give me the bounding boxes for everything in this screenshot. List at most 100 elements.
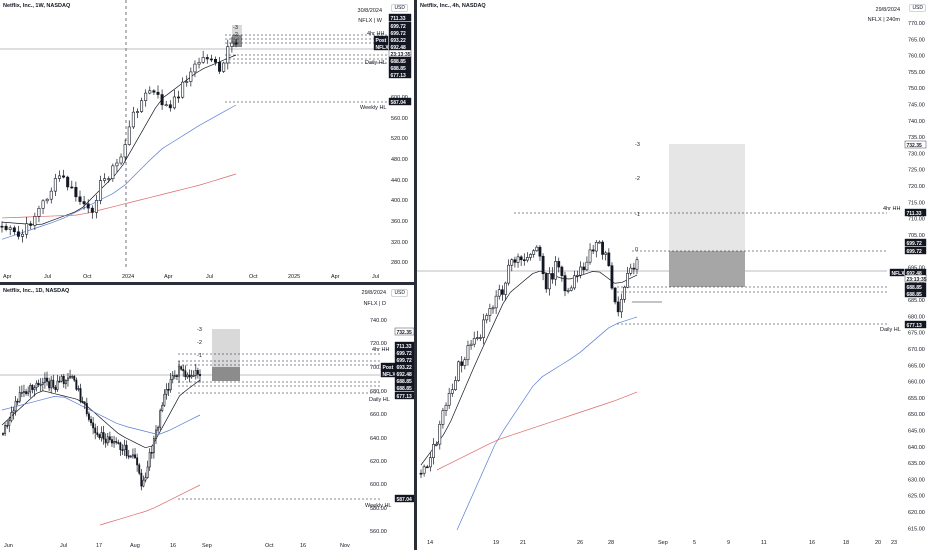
daily-target-zone bbox=[212, 329, 240, 367]
weekly-candle bbox=[57, 175, 61, 179]
h4-chart-pane[interactable]: Netflix, Inc., 4h, NASDAQ 29/8/2024 NFLX… bbox=[417, 0, 932, 550]
h4-chart-title: Netflix, Inc., 4h, NASDAQ bbox=[420, 3, 486, 9]
daily-candle bbox=[178, 366, 180, 377]
weekly-candle bbox=[99, 180, 103, 201]
daily-chart-canvas[interactable]: 740.00 720.00 700.00 680.00 660.00 640.00 620.… bbox=[0, 285, 414, 550]
h4-chart-canvas[interactable]: 770.00 765.00 760.00 755.00 750.00 745.00 740.… bbox=[417, 0, 932, 550]
h4-candle bbox=[510, 259, 514, 266]
h4-currency-button[interactable]: USD bbox=[909, 4, 926, 12]
daily-ma-short bbox=[1, 379, 201, 449]
weekly-candle bbox=[213, 58, 217, 63]
daily-candle bbox=[175, 375, 178, 377]
h4-date: 29/8/2024 bbox=[875, 7, 900, 13]
h4-candle bbox=[432, 444, 435, 458]
daily-price-tick: 640.00 bbox=[370, 436, 387, 442]
weekly-label-4hr-hh: 4hr HH bbox=[367, 31, 384, 37]
h4-level-tag: 699.72 bbox=[907, 249, 923, 255]
h4-candle bbox=[475, 337, 479, 339]
daily-fib-label: -3 bbox=[197, 327, 202, 333]
weekly-candle bbox=[197, 61, 201, 65]
h4-candle bbox=[463, 359, 467, 366]
h4-candle bbox=[563, 275, 567, 292]
daily-chart-pane[interactable]: Netflix, Inc., 1D, NASDAQ 29/8/2024 NFLX… bbox=[0, 285, 414, 550]
h4-level-tag: 711.33 bbox=[907, 211, 922, 217]
weekly-date: 30/8/2024 bbox=[357, 8, 382, 14]
daily-candle bbox=[96, 432, 99, 435]
weekly-candle bbox=[140, 100, 144, 112]
daily-candle bbox=[142, 479, 145, 487]
daily-candle bbox=[20, 392, 23, 394]
h4-fib-label: -1 bbox=[635, 212, 640, 218]
daily-time-tick: 16 bbox=[300, 543, 306, 549]
h4-price-tick: 650.00 bbox=[908, 412, 925, 418]
h4-price-tick: 630.00 bbox=[908, 477, 925, 483]
weekly-chart-pane[interactable]: Netflix, Inc., 1W, NASDAQ 30/8/2024 NFLX… bbox=[0, 0, 414, 282]
daily-candle bbox=[14, 400, 17, 412]
h4-time-tick: 23 bbox=[891, 540, 897, 546]
h4-fib-label: -2 bbox=[635, 176, 640, 182]
weekly-candle bbox=[49, 190, 53, 200]
h4-price-tick: 685.00 bbox=[908, 298, 925, 304]
weekly-price-tick: 360.00 bbox=[391, 219, 408, 225]
daily-candle bbox=[81, 400, 84, 403]
daily-level-tag: 688.85 bbox=[397, 379, 413, 385]
daily-candle bbox=[25, 391, 28, 394]
weekly-ma-short bbox=[1, 54, 237, 225]
daily-candle bbox=[184, 370, 187, 378]
weekly-candle bbox=[21, 233, 25, 237]
weekly-candle bbox=[53, 178, 57, 192]
daily-candle bbox=[56, 380, 59, 390]
daily-candle bbox=[94, 427, 97, 434]
weekly-candle bbox=[172, 96, 176, 109]
weekly-candle bbox=[62, 175, 66, 178]
weekly-fib-label: -2 bbox=[233, 32, 238, 38]
h4-candle bbox=[466, 345, 470, 361]
h4-level-tag: 732.35 bbox=[907, 143, 923, 149]
weekly-time-tick: 2024 bbox=[122, 274, 134, 280]
daily-price-tick: 740.00 bbox=[370, 318, 387, 324]
h4-time-tick: 18 bbox=[843, 540, 849, 546]
daily-currency-button[interactable]: USD bbox=[391, 289, 408, 297]
daily-candle bbox=[121, 449, 124, 451]
h4-ma-short bbox=[420, 270, 638, 466]
weekly-candle bbox=[152, 90, 156, 93]
daily-candle bbox=[39, 384, 42, 386]
daily-level-tag: 693.22 bbox=[397, 365, 413, 371]
weekly-candle bbox=[205, 57, 209, 60]
weekly-currency-button[interactable]: USD bbox=[391, 4, 408, 12]
pane-divider-vertical[interactable] bbox=[414, 0, 417, 550]
weekly-ma-mid bbox=[1, 104, 237, 240]
daily-ma-long bbox=[99, 484, 201, 526]
weekly-candle bbox=[29, 223, 33, 226]
h4-price-tick: 765.00 bbox=[908, 37, 925, 43]
weekly-candle bbox=[148, 90, 152, 94]
daily-label-4hr-hh: 4hr HH bbox=[372, 347, 389, 353]
weekly-candle bbox=[4, 225, 8, 230]
weekly-candle bbox=[94, 200, 98, 213]
h4-ma-long bbox=[436, 391, 638, 471]
h4-candle bbox=[454, 380, 457, 390]
h4-price-tick: 735.00 bbox=[908, 135, 925, 141]
h4-candle bbox=[522, 259, 526, 262]
h4-time-tick: 28 bbox=[608, 540, 614, 546]
h4-candle bbox=[450, 389, 454, 394]
weekly-price-tick: 320.00 bbox=[391, 240, 408, 246]
h4-symbol-interval: NFLX | 240m bbox=[867, 17, 900, 23]
h4-level-tag-bg bbox=[904, 320, 927, 329]
h4-price-tick: 730.00 bbox=[908, 151, 925, 157]
h4-time-tick: Sep bbox=[658, 540, 668, 546]
weekly-candle bbox=[193, 63, 197, 73]
daily-candle bbox=[37, 382, 40, 386]
h4-candle bbox=[585, 261, 589, 271]
daily-candle bbox=[140, 472, 143, 487]
h4-candle bbox=[457, 361, 460, 381]
h4-candle bbox=[541, 255, 545, 275]
daily-time-tick: Jun bbox=[4, 543, 13, 549]
daily-time-tick: 17 bbox=[96, 543, 102, 549]
daily-level-tag: 587.04 bbox=[397, 497, 413, 503]
daily-price-tick: 600.00 bbox=[370, 482, 387, 488]
h4-time-tick: 20 bbox=[875, 540, 881, 546]
daily-candle bbox=[180, 366, 183, 370]
weekly-chart-canvas[interactable]: 600.00560.00520.00480.00440.00400.00360.… bbox=[0, 0, 414, 282]
pane-divider-horizontal[interactable] bbox=[0, 282, 414, 285]
